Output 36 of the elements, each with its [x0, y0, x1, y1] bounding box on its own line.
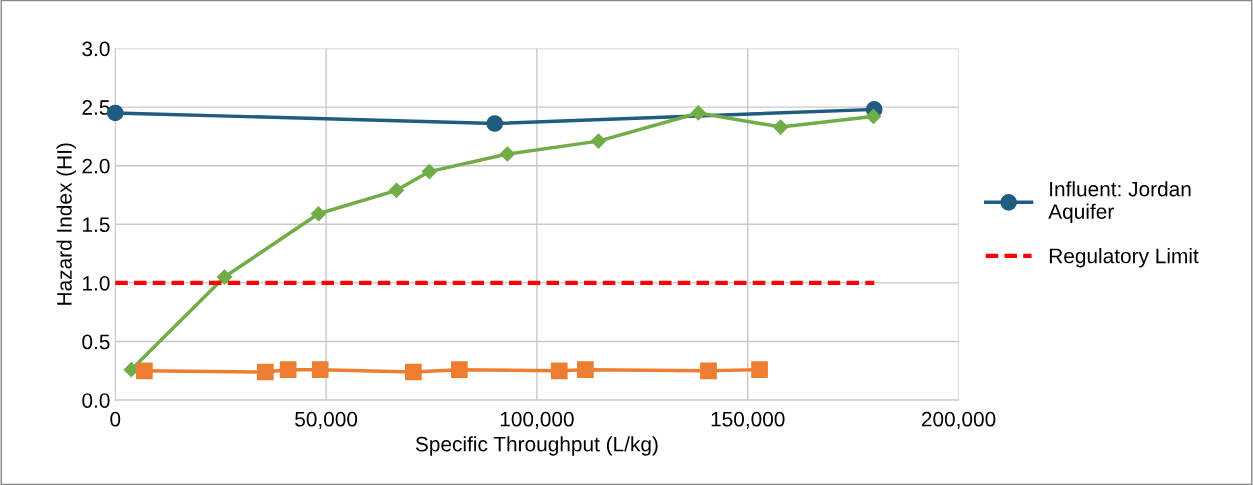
y-tick-label: 0.0 — [82, 393, 110, 408]
y-tick-label: 1.0 — [83, 275, 110, 291]
point — [136, 362, 153, 380]
y-tick-label: 2.5 — [82, 100, 110, 115]
x-tick-label: 50,000 — [295, 411, 358, 429]
point — [279, 361, 297, 378]
point — [405, 363, 422, 381]
point — [257, 363, 274, 381]
point — [690, 105, 706, 121]
point — [700, 362, 717, 380]
point — [550, 362, 568, 380]
y-tick-label: 3.0 — [82, 41, 110, 57]
y-tick-label: 2.0 — [82, 158, 110, 174]
x-tick-label: 150,000 — [711, 411, 785, 429]
point — [577, 361, 594, 378]
point — [499, 146, 515, 162]
point — [311, 361, 329, 378]
y-axis-title: Hazard Index (HI) — [56, 143, 76, 305]
point — [486, 115, 504, 132]
point — [773, 119, 789, 135]
point — [421, 163, 437, 180]
legend-label: Influent: Jordan Aquifer — [1048, 181, 1191, 224]
point — [865, 108, 881, 125]
x-tick-label: 200,000 — [921, 411, 996, 429]
point — [388, 182, 405, 198]
x-tick-label: 100,000 — [500, 411, 574, 429]
point — [450, 361, 468, 378]
x-tick-label: 0 — [110, 411, 121, 427]
x-axis-title: Specific Throughput (L/kg) — [415, 436, 658, 456]
legend-label: Regulatory Limit — [1049, 248, 1199, 268]
y-tick-label: 1.5 — [83, 217, 110, 233]
point — [751, 361, 768, 378]
point — [310, 206, 327, 222]
y-tick-label: 0.5 — [82, 334, 110, 350]
point — [590, 133, 607, 149]
point — [216, 269, 233, 285]
